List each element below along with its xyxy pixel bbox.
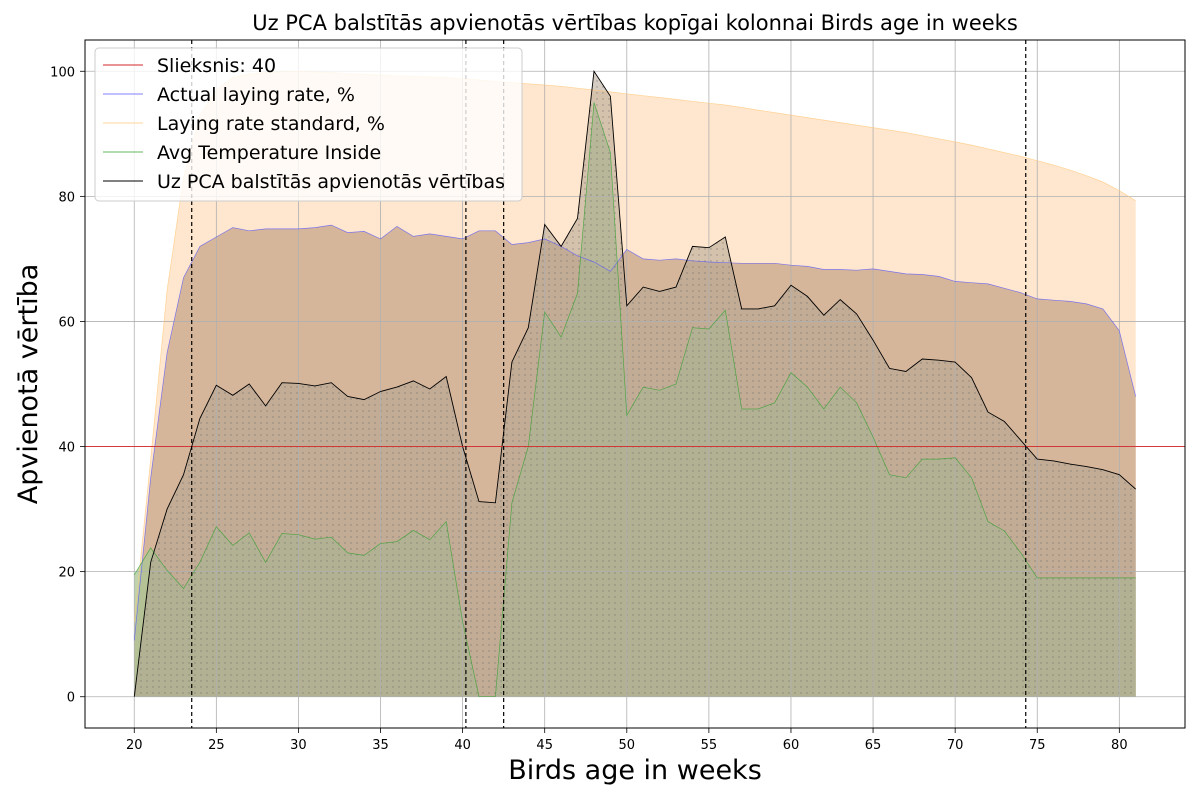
series-line-2 bbox=[134, 102, 1136, 698]
y-axis-ticks: 0 20 40 60 80 100 bbox=[50, 65, 85, 706]
y-tick-label: 80 bbox=[58, 190, 75, 205]
y-tick-label: 40 bbox=[58, 441, 75, 456]
series-line-3 bbox=[133, 70, 1136, 697]
legend-label: Slieksnis: 40 bbox=[157, 55, 276, 77]
y-tick-label: 100 bbox=[50, 65, 75, 80]
x-tick-label: 20 bbox=[126, 738, 143, 753]
x-axis-ticks: 20 25 30 35 40 45 50 55 60 65 70 75 80 bbox=[126, 728, 1128, 753]
y-axis-label: Apvienotā vērtība bbox=[13, 264, 44, 505]
legend-label: Laying rate standard, % bbox=[157, 113, 385, 135]
plot-fills bbox=[134, 71, 1136, 697]
x-tick-label: 30 bbox=[290, 738, 307, 753]
x-tick-label: 45 bbox=[536, 738, 553, 753]
x-tick-label: 80 bbox=[1111, 738, 1128, 753]
x-tick-label: 25 bbox=[208, 738, 225, 753]
x-axis-label: Birds age in weeks bbox=[508, 755, 762, 786]
y-tick-label: 0 bbox=[67, 691, 75, 706]
x-tick-label: 50 bbox=[619, 738, 636, 753]
series-area-hatch bbox=[134, 71, 1136, 697]
legend-label: Uz PCA balstītās apvienotās vērtības bbox=[157, 171, 505, 193]
legend-label: Actual laying rate, % bbox=[157, 84, 355, 106]
legend-box bbox=[94, 47, 523, 202]
plot-frame bbox=[84, 39, 1186, 729]
y-tick-label: 60 bbox=[58, 315, 75, 330]
x-tick-label: 60 bbox=[783, 738, 800, 753]
x-tick-label: 65 bbox=[865, 738, 882, 753]
x-tick-label: 70 bbox=[947, 738, 964, 753]
y-tick-label: 20 bbox=[58, 566, 75, 581]
x-tick-label: 75 bbox=[1029, 738, 1046, 753]
x-tick-label: 55 bbox=[701, 738, 718, 753]
series-line-0 bbox=[133, 224, 1137, 641]
x-tick-label: 40 bbox=[454, 738, 471, 753]
legend-label: Avg Temperature Inside bbox=[157, 142, 381, 164]
legend: Slieksnis: 40 Actual laying rate, % Laying… bbox=[94, 47, 523, 202]
chart-title: Uz PCA balstītās apvienotās vērtības kop… bbox=[252, 11, 1018, 35]
x-tick-label: 35 bbox=[372, 738, 389, 753]
